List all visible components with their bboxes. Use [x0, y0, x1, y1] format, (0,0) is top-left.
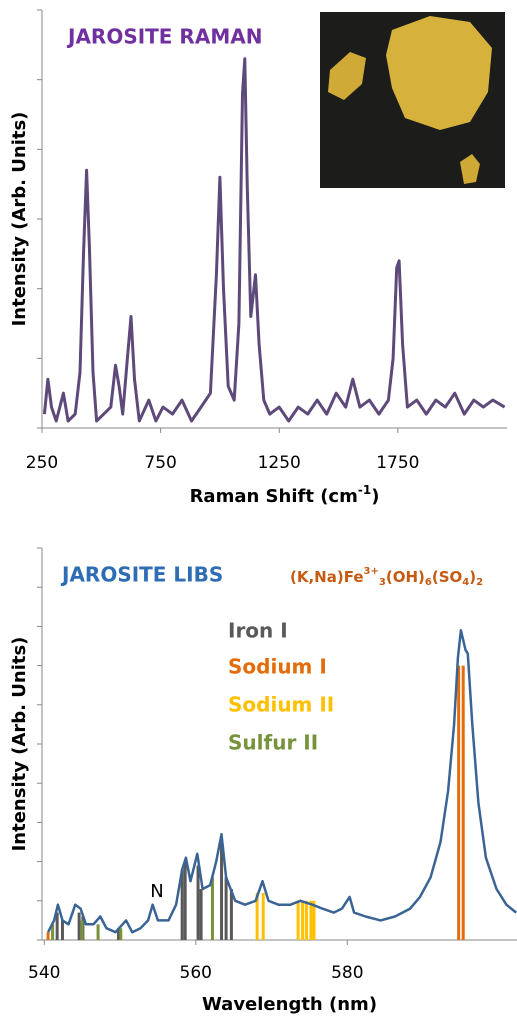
x-axis-title-part: Raman Shift (cm — [190, 486, 358, 507]
x-tick-label: 540 — [28, 963, 60, 983]
x-axis-title-part: ) — [371, 486, 379, 507]
formula-part: (SO — [432, 568, 462, 586]
formula-part: 2 — [476, 577, 483, 588]
x-tick-label: 250 — [26, 453, 58, 473]
x-tick-label: 1750 — [376, 453, 419, 473]
x-axis-title: Wavelength (nm) — [202, 994, 377, 1015]
formula-part: 3 — [379, 577, 386, 588]
x-axis-title: Raman Shift (cm-1) — [190, 483, 380, 508]
spectrum-line — [46, 629, 517, 934]
legend-entry: Sodium II — [228, 693, 334, 717]
spectrum-line — [42, 57, 506, 423]
x-tick-label: 750 — [144, 453, 176, 473]
annotation: N — [150, 881, 163, 902]
legend-entry: Sulfur II — [228, 731, 318, 755]
legend-entry: Sodium I — [228, 655, 327, 679]
photo-inset — [320, 12, 505, 188]
y-axis-title: Intensity (Arb. Units) — [9, 112, 30, 327]
x-axis-title-part: -1 — [358, 483, 371, 497]
formula-part: ) — [469, 568, 476, 586]
x-tick-label: 580 — [331, 963, 363, 983]
y-axis-title: Intensity (Arb. Units) — [9, 637, 30, 852]
x-tick-label: 1250 — [258, 453, 301, 473]
formula-part: 4 — [462, 577, 469, 588]
x-tick-label: 560 — [180, 963, 212, 983]
formula-part: (K,Na)Fe — [290, 568, 364, 586]
formula: (K,Na)Fe3+3(OH)6(SO4)2 — [290, 566, 483, 588]
formula-part: (OH) — [386, 568, 425, 586]
formula-part: 3+ — [364, 566, 379, 577]
legend-entry: Iron I — [228, 619, 288, 643]
chart-title: JAROSITE RAMAN — [66, 25, 262, 49]
formula-part: 6 — [425, 577, 432, 588]
chart-title: JAROSITE LIBS — [60, 563, 223, 587]
